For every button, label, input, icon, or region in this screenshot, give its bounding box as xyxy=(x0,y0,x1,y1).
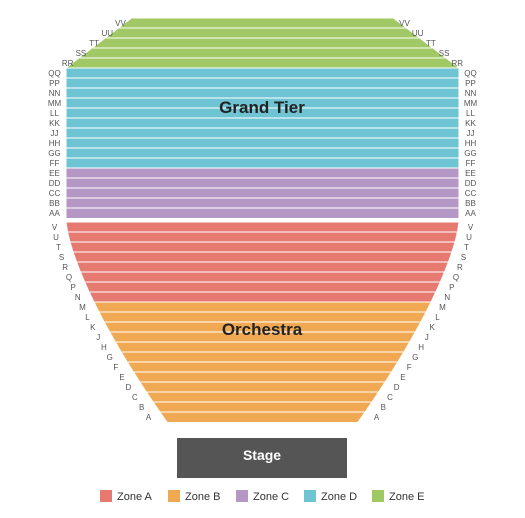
row-label-right: SS xyxy=(439,49,450,58)
row-label-right: PP xyxy=(465,79,476,88)
row-label-left: FF xyxy=(50,159,60,168)
row-label-right: F xyxy=(407,363,412,372)
row-label-left: EE xyxy=(49,169,60,178)
row-label-right: Q xyxy=(453,273,459,282)
row-label-right: QQ xyxy=(464,69,476,78)
row-label-left: S xyxy=(59,253,64,262)
legend-label-1: Zone B xyxy=(185,491,220,503)
row-label-right: A xyxy=(374,413,380,422)
row-label-left: JJ xyxy=(51,129,59,138)
row-label-right: AA xyxy=(465,209,476,218)
row-label-right: B xyxy=(381,403,386,412)
row-label-right: C xyxy=(387,393,393,402)
row-label-right: L xyxy=(435,313,440,322)
row-label-right: H xyxy=(418,343,424,352)
row-label-right: VV xyxy=(399,19,410,28)
legend-label-2: Zone C xyxy=(253,491,289,503)
row-label-left: B xyxy=(139,403,144,412)
row-label-left: KK xyxy=(49,119,60,128)
row-label-right: UU xyxy=(412,29,424,38)
seating-chart-container: VVVVUUUUTTTTSSSSRRRRQQQQPPPPNNNNMMMMLLLL… xyxy=(0,0,525,518)
row-label-left: E xyxy=(119,373,124,382)
row-label-left: BB xyxy=(49,199,60,208)
row-label-right: S xyxy=(461,253,466,262)
row-label-right: V xyxy=(468,223,474,232)
row-label-right: NN xyxy=(465,89,477,98)
grand-tier-label: Grand Tier xyxy=(219,98,305,117)
row-label-right: TT xyxy=(426,39,436,48)
legend-box-4 xyxy=(372,490,384,502)
row-label-left: K xyxy=(90,323,96,332)
row-label-left: G xyxy=(107,353,113,362)
row-label-right: G xyxy=(412,353,418,362)
row-label-left: NN xyxy=(49,89,61,98)
orchestra-label: Orchestra xyxy=(222,320,303,339)
row-label-right: RR xyxy=(452,59,464,68)
legend-box-2 xyxy=(236,490,248,502)
row-label-right: LL xyxy=(466,109,475,118)
row-label-right: JJ xyxy=(467,129,475,138)
row-label-right: GG xyxy=(464,149,476,158)
legend-box-3 xyxy=(304,490,316,502)
row-label-right: CC xyxy=(465,189,477,198)
stage-label: Stage xyxy=(243,447,281,463)
row-label-right: D xyxy=(394,383,400,392)
row-label-right: P xyxy=(449,283,454,292)
row-label-right: DD xyxy=(465,179,477,188)
row-label-left: AA xyxy=(49,209,60,218)
row-label-left: CC xyxy=(49,189,61,198)
row-label-left: UU xyxy=(102,29,114,38)
row-label-left: P xyxy=(71,283,76,292)
legend-box-1 xyxy=(168,490,180,502)
row-label-left: D xyxy=(126,383,132,392)
row-label-left: U xyxy=(53,233,59,242)
row-label-left: T xyxy=(56,243,61,252)
legend-label-4: Zone E xyxy=(389,491,424,503)
row-label-left: MM xyxy=(48,99,62,108)
row-label-left: PP xyxy=(49,79,60,88)
row-label-left: LL xyxy=(50,109,59,118)
row-label-right: KK xyxy=(465,119,476,128)
seating-chart-svg: VVVVUUUUTTTTSSSSRRRRQQQQPPPPNNNNMMMMLLLL… xyxy=(0,0,525,518)
row-label-right: K xyxy=(430,323,436,332)
row-label-left: H xyxy=(101,343,107,352)
row-label-right: M xyxy=(439,303,446,312)
row-label-right: J xyxy=(425,333,429,342)
row-label-left: TT xyxy=(89,39,99,48)
row-label-right: HH xyxy=(465,139,477,148)
row-label-left: C xyxy=(132,393,138,402)
row-label-right: FF xyxy=(466,159,476,168)
row-label-right: MM xyxy=(464,99,478,108)
row-label-left: N xyxy=(75,293,81,302)
row-label-left: Q xyxy=(66,273,72,282)
row-label-right: T xyxy=(464,243,469,252)
row-label-left: QQ xyxy=(48,69,60,78)
legend-box-0 xyxy=(100,490,112,502)
legend-label-0: Zone A xyxy=(117,491,153,503)
row-label-left: RR xyxy=(62,59,74,68)
row-label-left: F xyxy=(113,363,118,372)
row-label-left: M xyxy=(79,303,86,312)
row-label-left: J xyxy=(96,333,100,342)
row-label-right: E xyxy=(400,373,405,382)
row-label-left: DD xyxy=(49,179,61,188)
row-label-left: A xyxy=(146,413,152,422)
legend-label-3: Zone D xyxy=(321,491,357,503)
zone-c-block xyxy=(67,168,459,218)
row-label-right: N xyxy=(444,293,450,302)
row-label-right: EE xyxy=(465,169,476,178)
row-label-left: SS xyxy=(76,49,87,58)
row-label-left: VV xyxy=(115,19,126,28)
row-label-right: R xyxy=(457,263,463,272)
row-label-left: L xyxy=(85,313,90,322)
row-label-right: U xyxy=(466,233,472,242)
row-label-left: V xyxy=(52,223,58,232)
row-label-left: HH xyxy=(49,139,61,148)
row-label-left: GG xyxy=(48,149,60,158)
row-label-right: BB xyxy=(465,199,476,208)
row-label-left: R xyxy=(62,263,68,272)
